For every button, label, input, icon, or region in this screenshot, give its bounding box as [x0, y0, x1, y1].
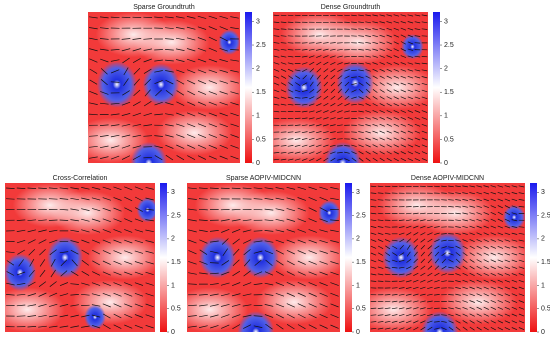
colorbar — [245, 12, 252, 163]
colorbar-tick-label: 3 — [171, 189, 175, 196]
colorbar-tick-label: 1.5 — [171, 259, 181, 266]
panel-title: Cross-Correlation — [53, 175, 108, 182]
vortex — [218, 30, 240, 55]
colorbar-tick-label: 1 — [171, 282, 175, 289]
colorbar-tick-label: 1 — [256, 113, 260, 120]
colorbar-tick-label: 0 — [171, 329, 175, 336]
colorbar-tick-label: 1.5 — [356, 259, 366, 266]
panel: Dense AOPIV-MIDCNN 0 0.5 1 1.5 2 2.5 3 — [355, 175, 550, 346]
colorbar-tick-label: 0 — [256, 160, 260, 167]
vortex — [503, 205, 525, 230]
panel-title: Dense AOPIV-MIDCNN — [411, 175, 484, 182]
colorbar-tick-label: 1.5 — [541, 259, 550, 266]
low-speed — [355, 287, 433, 332]
flow-field — [0, 183, 163, 332]
low-speed — [455, 235, 533, 280]
panel-title: Sparse AOPIV-MIDCNN — [226, 175, 301, 182]
colorbar-tick-label: 0.5 — [356, 306, 366, 313]
vortex — [429, 232, 466, 274]
colorbar-tick-label: 2.5 — [256, 42, 266, 49]
vortex — [97, 61, 137, 108]
colorbar — [160, 183, 167, 332]
colorbar-tick-label: 2.5 — [541, 212, 550, 219]
flow-field — [73, 12, 248, 184]
vortex — [131, 142, 167, 184]
colorbar-tick-label: 2 — [444, 65, 448, 72]
colorbar-tick-label: 2 — [356, 236, 360, 243]
vortex — [143, 63, 179, 105]
panel: Dense Groundtruth 0 0.5 1 1.5 2 2.5 3 — [258, 4, 454, 184]
vortex — [84, 305, 106, 330]
colorbar-tick-label: 2 — [541, 236, 545, 243]
colorbar-tick-label: 0 — [541, 329, 545, 336]
low-speed — [134, 20, 210, 65]
colorbar-tick-label: 0 — [356, 329, 360, 336]
flow-field — [172, 183, 348, 346]
vortex — [318, 200, 340, 225]
vortex — [382, 237, 419, 279]
colorbar-tick-label: 1 — [444, 113, 448, 120]
colorbar-tick-label: 0.5 — [171, 306, 181, 313]
colorbar-tick-label: 2 — [171, 236, 175, 243]
panel: Cross-Correlation 0 0.5 1 1.5 2 2.5 3 — [0, 175, 181, 336]
colorbar-tick-label: 1 — [541, 282, 545, 289]
colorbar-tick-label: 1.5 — [444, 89, 454, 96]
low-speed — [172, 287, 249, 332]
colorbar-tick-label: 1.5 — [256, 89, 266, 96]
colorbar-tick-label: 0.5 — [444, 136, 454, 143]
low-speed — [233, 190, 310, 235]
low-speed — [320, 20, 398, 65]
colorbar — [433, 12, 440, 163]
colorbar-tick-label: 2.5 — [444, 42, 454, 49]
colorbar-tick-label: 2.5 — [356, 212, 366, 219]
colorbar — [345, 183, 352, 332]
colorbar-tick-label: 3 — [256, 18, 260, 25]
flow-field — [258, 12, 436, 184]
vortex — [324, 142, 361, 184]
panel: Sparse Groundtruth 0 0.5 1 1.5 2 2.5 3 — [73, 4, 266, 184]
flow-field — [355, 183, 533, 346]
colorbar-tick-label: 0.5 — [256, 136, 266, 143]
colorbar-tick-label: 1 — [356, 282, 360, 289]
colorbar-tick-label: 2.5 — [171, 212, 181, 219]
colorbar-tick-label: 3 — [541, 189, 545, 196]
panel-title: Sparse Groundtruth — [133, 4, 195, 11]
vortex — [199, 237, 236, 279]
colorbar — [530, 183, 537, 332]
vortex — [401, 34, 423, 59]
panel: Sparse AOPIV-MIDCNN 0 0.5 1 1.5 2 2.5 3 — [172, 175, 366, 346]
colorbar-tick-label: 0 — [444, 160, 448, 167]
vortex — [285, 66, 322, 108]
colorbar-tick-label: 3 — [444, 18, 448, 25]
colorbar-tick-label: 0.5 — [541, 306, 550, 313]
panel-title: Dense Groundtruth — [321, 4, 381, 11]
low-speed — [258, 118, 336, 163]
colorbar-tick-label: 2 — [256, 65, 260, 72]
low-speed — [417, 190, 495, 235]
colorbar-tick-label: 3 — [356, 189, 360, 196]
